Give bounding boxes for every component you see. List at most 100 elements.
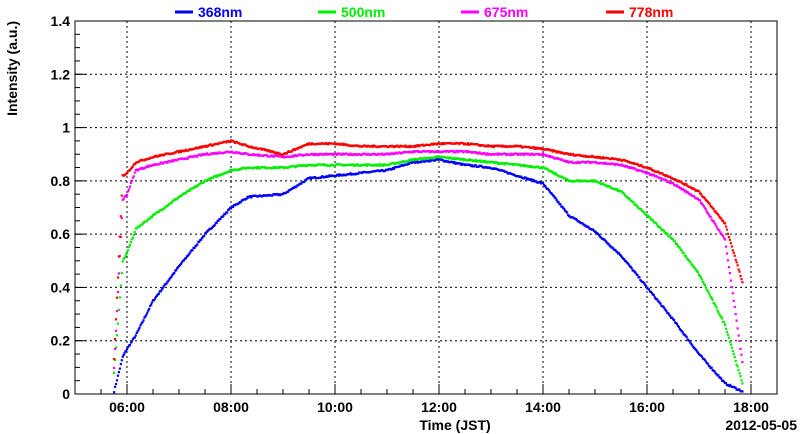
data-point <box>115 296 119 299</box>
data-point <box>741 382 744 385</box>
data-point <box>309 143 313 146</box>
data-point <box>680 330 683 333</box>
data-point <box>537 165 540 168</box>
data-point <box>153 297 157 300</box>
data-point <box>725 330 729 334</box>
data-point <box>628 198 631 201</box>
data-point <box>682 188 685 191</box>
data-point <box>126 249 130 252</box>
data-point <box>472 165 475 168</box>
data-point <box>671 316 674 319</box>
data-point <box>123 352 126 355</box>
data-point <box>117 371 121 374</box>
data-point <box>643 211 646 214</box>
data-point <box>714 210 717 213</box>
data-point <box>705 210 708 213</box>
axis-ticks: 06:00 08:00 10:00 12:00 14:00 16:00 18:00 0 0.2 0… <box>51 13 778 415</box>
data-point <box>113 371 116 375</box>
data-point <box>187 149 190 152</box>
data-point <box>113 338 117 341</box>
series-layer <box>113 139 744 394</box>
data-point <box>691 344 694 347</box>
data-point <box>415 145 419 148</box>
data-point <box>720 315 723 319</box>
data-point <box>643 282 646 285</box>
data-point <box>635 168 638 171</box>
data-point <box>141 321 144 324</box>
data-point <box>125 253 128 256</box>
data-point <box>669 314 672 318</box>
data-point <box>454 151 457 154</box>
data-point <box>731 249 734 252</box>
data-point <box>419 157 422 160</box>
data-point <box>308 176 312 179</box>
data-point <box>694 267 697 270</box>
data-point <box>552 171 555 174</box>
data-point <box>178 149 182 152</box>
data-point <box>459 162 462 165</box>
data-point <box>197 184 200 187</box>
data-point <box>620 254 623 257</box>
data-point <box>121 355 124 358</box>
data-point <box>352 163 355 166</box>
data-point <box>126 251 129 255</box>
data-point <box>719 231 722 234</box>
data-point <box>317 153 320 157</box>
data-point <box>413 145 417 148</box>
data-point <box>118 296 121 299</box>
data-point <box>721 233 724 237</box>
data-point <box>256 165 260 169</box>
data-point <box>710 296 713 300</box>
data-point <box>732 299 735 302</box>
data-point <box>715 225 718 228</box>
legend-label: 778nm <box>629 4 673 20</box>
data-point <box>170 275 173 278</box>
data-point <box>649 167 653 170</box>
data-point <box>737 268 740 271</box>
legend-label: 500nm <box>341 4 385 20</box>
data-point <box>587 225 590 229</box>
series-675nm <box>113 149 744 370</box>
data-point <box>699 201 703 204</box>
x-tick-label: 08:00 <box>213 399 249 415</box>
data-point <box>554 197 557 200</box>
data-point <box>695 268 698 272</box>
data-point <box>710 366 713 369</box>
data-point <box>197 147 200 150</box>
data-point <box>645 285 648 288</box>
data-point <box>575 218 578 221</box>
data-point <box>453 156 456 160</box>
data-point <box>133 336 136 339</box>
data-point <box>703 283 706 287</box>
data-point <box>729 242 732 245</box>
data-point <box>700 194 704 197</box>
data-point <box>657 170 660 173</box>
data-point <box>214 152 217 156</box>
data-point <box>614 187 617 190</box>
x-axis-title: Time (JST) <box>419 417 490 433</box>
data-point <box>652 294 655 297</box>
data-point <box>713 370 716 373</box>
data-point <box>483 151 486 155</box>
data-point <box>739 375 742 378</box>
data-point <box>647 288 651 291</box>
data-point <box>693 187 696 191</box>
data-point <box>230 207 233 210</box>
data-point <box>144 315 147 318</box>
data-point <box>208 178 212 181</box>
data-point <box>594 160 598 164</box>
data-point <box>249 195 252 198</box>
data-point <box>712 207 715 211</box>
data-point <box>707 291 710 294</box>
data-point <box>544 186 548 189</box>
data-point <box>177 150 180 153</box>
data-point <box>239 201 242 204</box>
data-point <box>327 143 330 146</box>
data-point <box>139 324 142 327</box>
data-point <box>300 146 303 149</box>
data-point <box>669 175 672 178</box>
data-point <box>678 246 681 249</box>
data-point <box>484 159 487 163</box>
data-point <box>735 261 738 264</box>
data-point <box>730 286 733 289</box>
